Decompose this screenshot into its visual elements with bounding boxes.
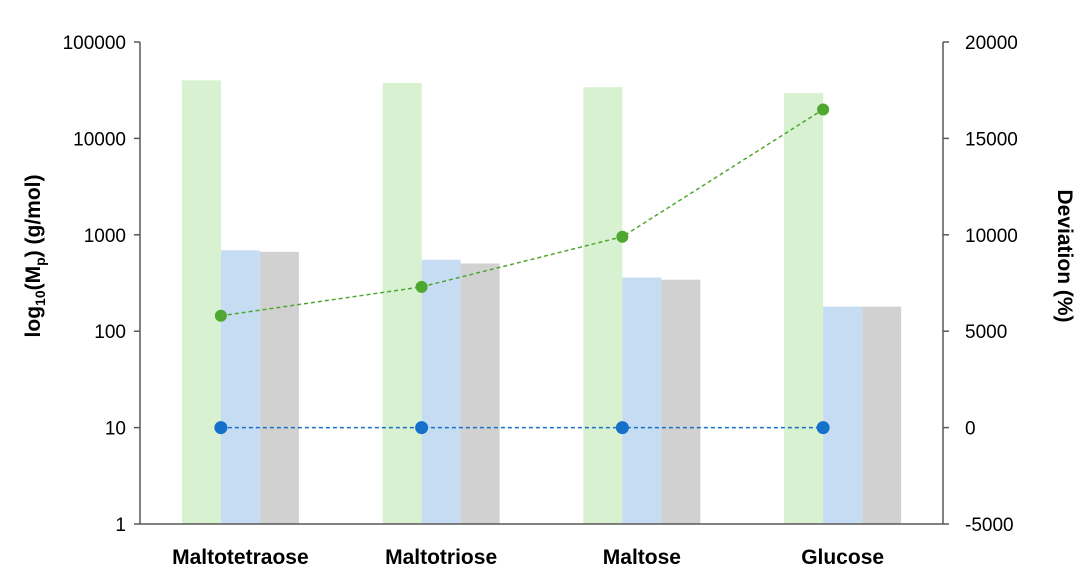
deviation-line-1	[220, 108, 824, 317]
axes-layer	[139, 42, 944, 525]
deviation-point-1-maltotetraose	[214, 309, 227, 322]
left-axis-title-sub1: 10	[32, 290, 48, 306]
labels-layer: Maltotetraose Maltotriose Maltose Glucose	[172, 546, 884, 569]
right-tick-label: 10000	[965, 226, 1018, 247]
bar-series1-glucose	[784, 93, 824, 524]
left-tick-label: 1	[115, 515, 126, 536]
bar-series1-maltotetraose	[181, 80, 221, 524]
left-axis-title: log10(Mp) (g/mol)	[22, 175, 48, 338]
right-tick-label: 0	[965, 419, 976, 440]
bar-series2-maltose	[622, 277, 662, 524]
right-tick-label: 20000	[965, 33, 1018, 54]
bar-series1-maltotriose	[382, 83, 422, 524]
left-axis-title-part2: (M	[22, 266, 45, 291]
deviation-point-2-maltotriose	[415, 421, 429, 435]
left-tick-label: 10000	[73, 129, 126, 150]
bar-series3-maltose	[661, 279, 701, 524]
left-tick-label: 100000	[63, 33, 126, 54]
deviation-point-1-maltose	[616, 230, 629, 243]
deviation-point-2-maltotetraose	[214, 421, 228, 435]
category-label-maltotriose: Maltotriose	[385, 546, 497, 569]
category-label-maltotetraose: Maltotetraose	[172, 546, 309, 569]
right-axis-title: Deviation (%)	[1053, 189, 1076, 322]
bar-series3-maltotetraose	[259, 251, 299, 524]
left-tick-label: 1000	[84, 226, 126, 247]
right-tick-label: 5000	[965, 322, 1007, 343]
bar-series2-maltotetraose	[220, 250, 260, 524]
right-tick-label: -5000	[965, 515, 1014, 536]
deviation-point-2-maltose	[615, 421, 629, 435]
deviation-point-1-glucose	[817, 103, 830, 116]
bar-series1-maltose	[583, 87, 623, 524]
left-axis-title-sub2: p	[32, 257, 48, 266]
left-axis-title-part3: ) (g/mol)	[22, 175, 45, 258]
category-label-glucose: Glucose	[801, 546, 884, 569]
right-tick-label: 15000	[965, 129, 1018, 150]
deviation-point-1-maltotriose	[415, 280, 428, 293]
bar-series3-maltotriose	[460, 263, 500, 524]
bar-series2-glucose	[823, 306, 863, 524]
bar-series3-glucose	[862, 306, 902, 524]
lines-layer	[214, 103, 830, 435]
category-label-maltose: Maltose	[603, 546, 681, 569]
bar-series2-maltotriose	[421, 259, 461, 524]
left-axis-title-part1: log	[22, 306, 45, 338]
left-tick-label: 100	[94, 322, 126, 343]
deviation-point-2-glucose	[816, 421, 830, 435]
bars-layer	[181, 80, 902, 524]
ticks-layer: 1 10 100 1000 10000 100000 -5000 0 5000 10000 1500…	[63, 33, 1018, 536]
left-tick-label: 10	[105, 419, 126, 440]
